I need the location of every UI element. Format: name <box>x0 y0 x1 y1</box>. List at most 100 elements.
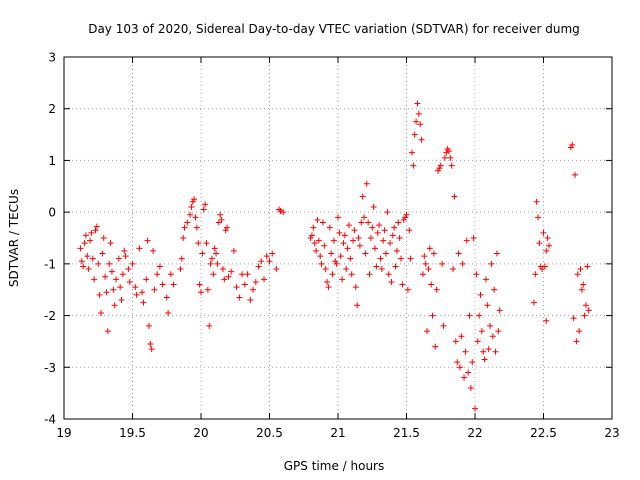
data-point-marker <box>407 255 414 262</box>
data-point-marker <box>415 110 422 117</box>
data-point-marker <box>461 374 468 381</box>
data-point-marker <box>151 286 158 293</box>
data-point-marker <box>351 227 358 234</box>
data-point-marker <box>200 206 207 213</box>
data-point-marker <box>144 237 151 244</box>
data-point-marker <box>140 299 147 306</box>
data-point-marker <box>536 240 543 247</box>
data-point-marker <box>107 240 114 247</box>
data-point-marker <box>469 359 476 366</box>
data-point-marker <box>208 255 215 262</box>
data-point-marker <box>403 211 410 218</box>
data-point-marker <box>145 322 152 329</box>
data-point-marker <box>576 328 583 335</box>
data-point-marker <box>88 229 95 236</box>
data-point-marker <box>352 284 359 291</box>
data-point-marker <box>481 356 488 363</box>
data-point-marker <box>91 276 98 283</box>
data-point-marker <box>106 260 113 267</box>
data-point-marker <box>221 276 228 283</box>
data-point-marker <box>580 281 587 288</box>
data-point-marker <box>439 260 446 267</box>
data-point-marker <box>252 278 259 285</box>
data-point-marker <box>307 235 314 241</box>
data-point-marker <box>81 240 88 247</box>
data-point-marker <box>393 247 400 254</box>
data-point-marker <box>402 214 409 221</box>
data-point-marker <box>97 309 104 316</box>
data-point-marker <box>382 250 389 257</box>
y-tick-label: 0 <box>48 206 56 220</box>
data-point-marker <box>408 149 415 156</box>
data-point-marker <box>543 247 550 254</box>
data-point-marker <box>207 260 214 267</box>
plot-frame <box>63 56 613 420</box>
data-point-marker <box>477 291 484 298</box>
x-tick-label: 20.5 <box>256 426 283 440</box>
data-point-marker <box>198 289 204 296</box>
y-tick-label: -3 <box>44 361 56 375</box>
data-point-marker <box>108 268 115 275</box>
data-point-marker <box>82 232 89 239</box>
data-point-marker <box>118 297 125 304</box>
data-point-marker <box>117 284 124 291</box>
data-point-marker <box>228 268 235 275</box>
data-point-marker <box>467 384 474 391</box>
data-point-marker <box>344 245 351 252</box>
data-point-marker <box>87 237 94 244</box>
data-point-marker <box>178 255 185 262</box>
data-point-marker <box>430 250 437 257</box>
data-point-marker <box>432 343 439 350</box>
data-point-marker <box>95 260 102 267</box>
data-point-marker <box>367 235 374 241</box>
data-point-marker <box>219 266 226 273</box>
data-point-marker <box>193 224 200 231</box>
data-point-marker <box>404 286 411 293</box>
data-point-marker <box>414 100 421 107</box>
data-point-marker <box>380 237 387 244</box>
data-point-marker <box>329 271 336 278</box>
data-point-marker <box>187 211 194 218</box>
data-point-marker <box>474 338 481 345</box>
data-point-marker <box>102 273 109 280</box>
x-tick-label: 21.5 <box>393 426 420 440</box>
data-point-marker <box>139 289 146 296</box>
data-point-marker <box>376 222 383 229</box>
data-point-marker <box>425 266 432 273</box>
data-point-marker <box>181 224 188 231</box>
data-point-marker <box>532 271 539 278</box>
data-point-marker <box>572 171 579 178</box>
data-point-marker <box>154 271 161 278</box>
data-point-marker <box>330 237 337 244</box>
x-tick-label: 20 <box>193 426 208 440</box>
x-tick-label: 23 <box>604 426 619 440</box>
data-point-marker <box>273 266 280 273</box>
data-point-marker <box>317 253 324 260</box>
data-point-marker <box>122 253 129 260</box>
data-point-marker <box>381 227 388 234</box>
data-point-marker <box>395 219 402 226</box>
data-point-marker <box>336 229 343 236</box>
data-point-marker <box>85 266 92 273</box>
data-point-marker <box>129 260 136 267</box>
data-point-marker <box>358 219 365 226</box>
data-point-marker <box>313 247 320 254</box>
data-point-marker <box>80 263 87 270</box>
data-point-marker <box>365 219 372 226</box>
data-point-marker <box>492 348 499 355</box>
data-point-marker <box>480 348 487 355</box>
data-point-marker <box>165 309 172 316</box>
data-point-marker <box>410 162 417 169</box>
data-point-marker <box>225 273 232 280</box>
data-point-marker <box>241 281 248 288</box>
data-point-marker <box>413 118 420 125</box>
data-point-marker <box>188 203 195 210</box>
data-point-marker <box>391 224 398 231</box>
data-point-marker <box>222 227 229 234</box>
data-point-marker <box>433 286 440 293</box>
data-point-marker <box>540 229 547 236</box>
data-point-marker <box>463 237 470 244</box>
data-point-marker <box>387 240 394 247</box>
